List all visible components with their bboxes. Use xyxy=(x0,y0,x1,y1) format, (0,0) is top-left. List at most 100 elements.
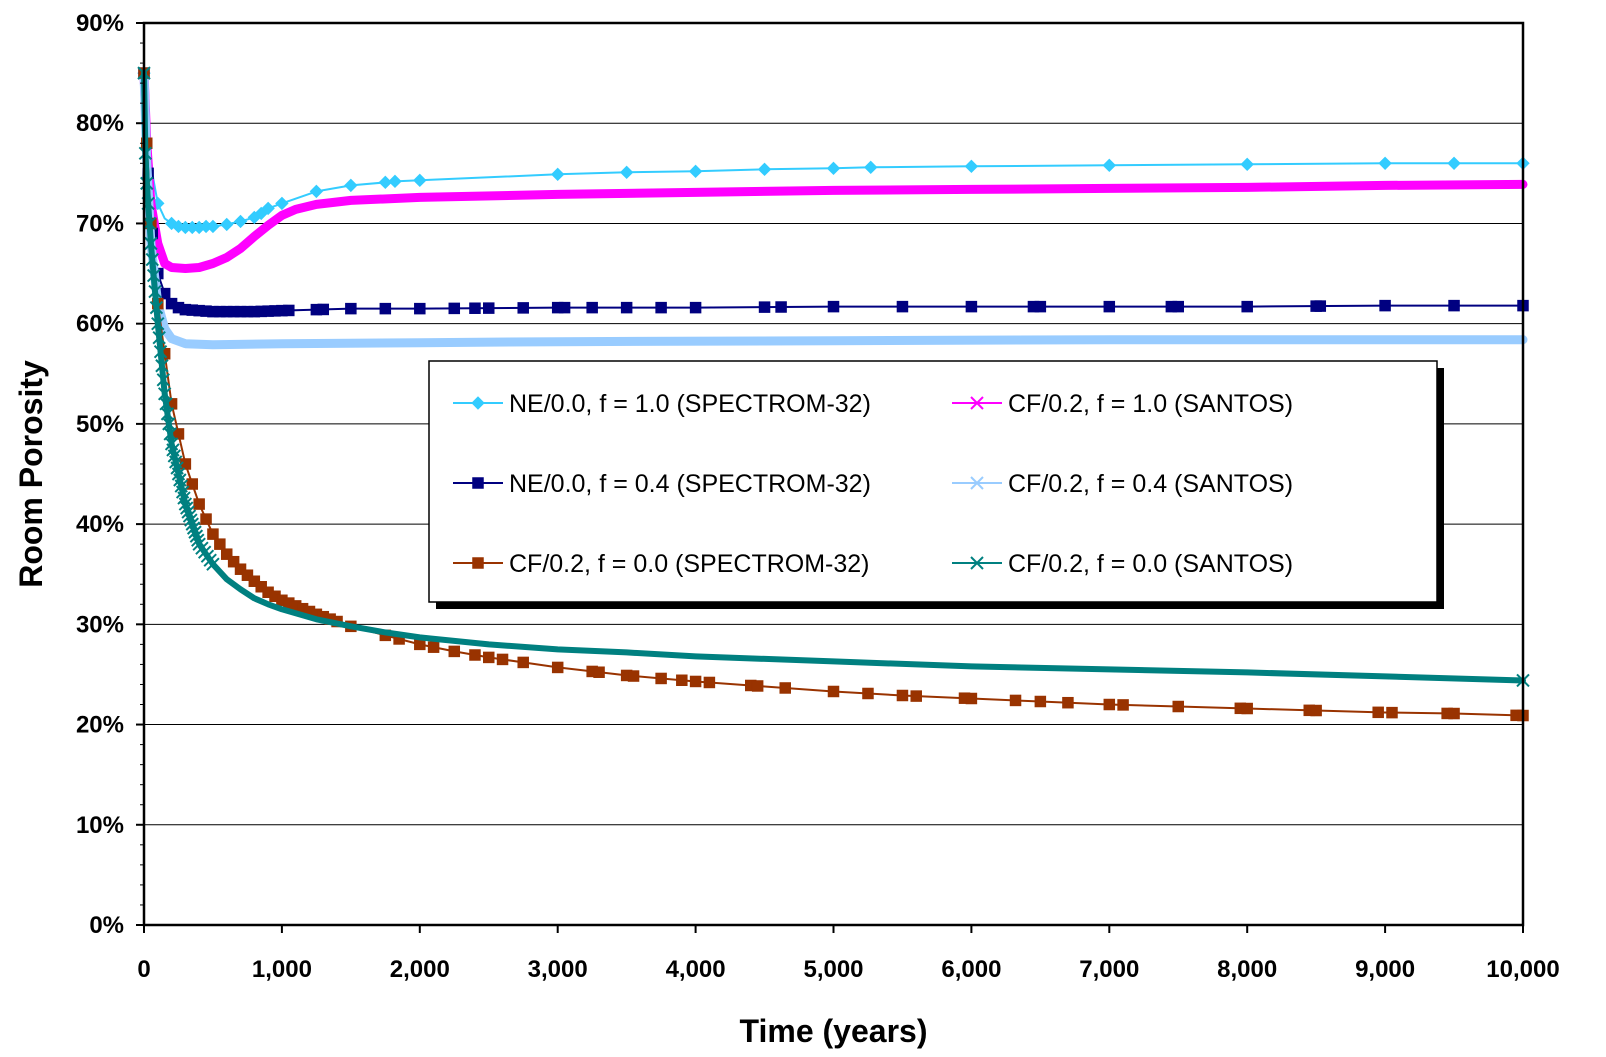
data-point xyxy=(1448,707,1460,720)
data-point xyxy=(910,690,922,702)
x-tick-label: 6,000 xyxy=(941,956,1001,983)
data-point xyxy=(233,214,248,229)
y-tick-label: 70% xyxy=(76,210,124,237)
data-point xyxy=(751,680,764,692)
y-tick-label: 30% xyxy=(76,611,124,638)
data-point xyxy=(448,302,461,315)
legend-label: CF/0.2, f = 0.0 (SANTOS) xyxy=(1008,550,1293,578)
data-point xyxy=(1378,156,1392,171)
data-point xyxy=(1009,694,1022,707)
legend-label: NE/0.0, f = 1.0 (SPECTROM-32) xyxy=(509,390,871,418)
legend-label: CF/0.2, f = 0.4 (SANTOS) xyxy=(1008,470,1293,498)
legend-item: CF/0.2, f = 1.0 (SANTOS) xyxy=(952,390,1293,418)
data-point xyxy=(483,302,495,314)
data-point xyxy=(283,304,295,317)
data-point xyxy=(827,685,840,698)
data-point xyxy=(220,548,233,560)
data-point xyxy=(688,164,703,179)
data-point xyxy=(1241,702,1253,715)
x-tick-label: 1,000 xyxy=(252,956,312,983)
data-point xyxy=(388,174,402,189)
data-point xyxy=(186,478,199,490)
data-point xyxy=(1172,300,1184,313)
data-point xyxy=(146,268,161,283)
legend-box xyxy=(428,360,1438,603)
data-point xyxy=(1117,699,1129,711)
data-point xyxy=(689,675,702,688)
data-point xyxy=(1447,156,1461,171)
data-point xyxy=(148,284,162,299)
series-2 xyxy=(139,68,1528,273)
x-tick-label: 0 xyxy=(137,956,150,983)
data-point xyxy=(1448,299,1460,312)
y-axis-title: Room Porosity xyxy=(13,360,49,588)
data-point xyxy=(896,300,909,313)
x-tick-label: 10,000 xyxy=(1486,956,1559,983)
legend-label: CF/0.2, f = 1.0 (SANTOS) xyxy=(1008,390,1293,418)
data-point xyxy=(317,303,330,316)
data-point xyxy=(149,300,164,315)
x-tick-label: 2,000 xyxy=(390,956,450,983)
data-point xyxy=(517,656,529,669)
data-point xyxy=(188,525,202,539)
data-point xyxy=(970,396,984,410)
data-point xyxy=(151,316,165,331)
data-point xyxy=(620,301,633,314)
data-point xyxy=(227,555,240,568)
data-point xyxy=(965,300,978,313)
data-point xyxy=(1372,706,1384,719)
data-point xyxy=(189,529,204,543)
data-point xyxy=(758,301,771,313)
data-point xyxy=(184,513,198,527)
data-point xyxy=(1379,299,1391,312)
data-point xyxy=(413,173,427,188)
y-tick-label: 40% xyxy=(76,511,124,538)
series-line xyxy=(141,70,1526,684)
data-point xyxy=(627,670,640,682)
data-point xyxy=(558,301,571,314)
data-point xyxy=(178,497,193,511)
legend-item: CF/0.2, f = 0.4 (SANTOS) xyxy=(952,470,1293,498)
data-point xyxy=(138,146,153,160)
data-point xyxy=(379,302,392,315)
data-point xyxy=(142,216,157,231)
data-point xyxy=(483,651,495,664)
y-tick-label: 0% xyxy=(89,912,124,939)
legend: NE/0.0, f = 1.0 (SPECTROM-32) CF/0.2, f =… xyxy=(428,360,1444,609)
data-point xyxy=(1386,706,1398,719)
y-axis-ticks: 0% 10% 20% 30% 40% 50% 60% 70% 80% 90% xyxy=(76,10,144,939)
data-point xyxy=(414,302,426,315)
series-3 xyxy=(138,67,1529,318)
data-point xyxy=(182,509,197,523)
x-tick-label: 5,000 xyxy=(803,956,863,983)
data-point xyxy=(1310,704,1322,717)
data-point xyxy=(309,184,324,199)
data-point xyxy=(1103,300,1116,313)
data-point xyxy=(344,178,358,193)
data-point xyxy=(234,563,247,575)
y-tick-label: 80% xyxy=(76,110,124,137)
data-point xyxy=(1240,157,1254,172)
series-6 xyxy=(137,66,1530,688)
data-point xyxy=(586,301,598,314)
y-tick-label: 60% xyxy=(76,311,124,338)
data-point xyxy=(241,569,254,581)
data-point xyxy=(206,557,220,571)
data-point xyxy=(220,217,234,232)
data-point xyxy=(1172,700,1184,713)
data-point xyxy=(1062,696,1074,709)
data-point xyxy=(472,477,484,489)
x-tick-label: 4,000 xyxy=(666,956,726,983)
data-point xyxy=(970,476,984,490)
data-point xyxy=(191,533,205,547)
data-point xyxy=(261,201,275,216)
data-point xyxy=(472,557,484,569)
data-point xyxy=(896,689,909,702)
data-point xyxy=(180,501,194,515)
y-tick-label: 50% xyxy=(76,411,124,438)
series-line xyxy=(139,68,1528,273)
data-point xyxy=(200,513,212,525)
data-point xyxy=(427,641,440,653)
data-point xyxy=(1103,698,1116,711)
